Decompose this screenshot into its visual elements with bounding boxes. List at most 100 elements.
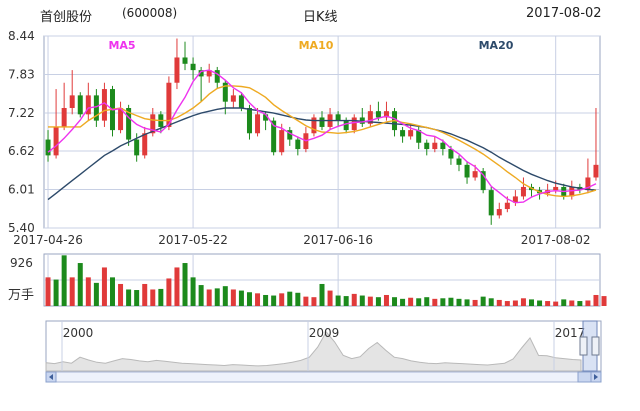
scroll-thumb[interactable] bbox=[577, 371, 592, 383]
volume-bar bbox=[93, 282, 99, 306]
navigator-scrollbar[interactable] bbox=[45, 371, 602, 383]
volume-bar bbox=[150, 289, 156, 306]
candle-body bbox=[118, 108, 124, 131]
volume-bar bbox=[335, 295, 341, 306]
candle-body bbox=[432, 142, 438, 150]
volume-bar bbox=[246, 292, 252, 306]
x-tick-label: 2017-04-26 bbox=[13, 233, 83, 247]
y-tick-label: 7.83 bbox=[8, 68, 35, 82]
volume-bar bbox=[440, 298, 446, 306]
candle-body bbox=[480, 171, 486, 191]
candle-body bbox=[383, 111, 389, 118]
candlestick bbox=[287, 126, 293, 146]
candlestick bbox=[214, 66, 220, 90]
navigator-year-label: 2000 bbox=[63, 326, 94, 340]
candle-body bbox=[238, 95, 244, 108]
volume-bar bbox=[126, 289, 132, 306]
volume-bar bbox=[351, 293, 357, 306]
volume-bar bbox=[400, 298, 406, 306]
history-area bbox=[45, 331, 582, 372]
candlestick bbox=[593, 108, 599, 181]
candlestick bbox=[351, 114, 357, 134]
candlestick bbox=[520, 177, 526, 200]
y-tick-label: 5.40 bbox=[8, 221, 35, 235]
candle-body bbox=[263, 114, 269, 121]
candle-body bbox=[424, 142, 430, 150]
volume-bar bbox=[529, 299, 535, 306]
navigator-right-handle[interactable] bbox=[591, 336, 600, 356]
candlestick bbox=[69, 70, 75, 115]
candlestick bbox=[182, 41, 188, 71]
volume-bar bbox=[343, 296, 349, 306]
candle-body bbox=[593, 164, 599, 178]
candle-body bbox=[488, 190, 494, 216]
chart-date: 2017-08-02 bbox=[526, 6, 602, 21]
navigator-left-handle[interactable] bbox=[579, 336, 588, 356]
volume-bar bbox=[134, 290, 140, 306]
candle-body bbox=[456, 158, 462, 165]
navigator-year-label: 2009 bbox=[309, 326, 340, 340]
volume-bar bbox=[118, 283, 124, 306]
volume-bar bbox=[367, 296, 373, 306]
candlestick bbox=[424, 139, 430, 156]
candlestick bbox=[230, 89, 236, 108]
candle-body bbox=[311, 117, 317, 134]
volume-bar bbox=[311, 297, 317, 306]
volume-bar bbox=[77, 263, 83, 306]
volume-bar bbox=[593, 294, 599, 306]
volume-bar bbox=[263, 294, 269, 306]
candle-body bbox=[198, 70, 204, 77]
volume-bar bbox=[553, 301, 559, 306]
volume-bar bbox=[303, 296, 309, 306]
volume-bar bbox=[279, 293, 285, 306]
candlestick bbox=[53, 89, 59, 159]
candle-body bbox=[101, 89, 107, 121]
volume-bar bbox=[432, 298, 438, 306]
candle-body bbox=[448, 149, 454, 159]
volume-bar bbox=[585, 300, 591, 306]
volume-bar bbox=[53, 279, 59, 306]
legend-ma10: MA10 bbox=[299, 39, 334, 52]
candlestick bbox=[101, 82, 107, 127]
candle-body bbox=[126, 108, 132, 140]
candlestick bbox=[311, 114, 317, 137]
candlestick bbox=[85, 82, 91, 121]
volume-bar bbox=[480, 296, 486, 306]
y-tick-label: 8.44 bbox=[8, 29, 35, 43]
candle-body bbox=[166, 82, 172, 127]
candlestick bbox=[246, 104, 252, 140]
scroll-right-arrow-icon bbox=[594, 374, 598, 380]
volume-bar bbox=[569, 300, 575, 306]
volume-bar bbox=[464, 299, 470, 306]
candle-body bbox=[182, 57, 188, 64]
candle-body bbox=[214, 70, 220, 83]
volume-panel: 926 万手 bbox=[8, 253, 607, 307]
candlestick bbox=[496, 202, 502, 219]
candlestick bbox=[93, 89, 99, 127]
ma20-line bbox=[47, 107, 597, 201]
volume-bar bbox=[166, 278, 172, 306]
volume-max-label: 926 bbox=[10, 256, 33, 270]
candle-body bbox=[246, 108, 252, 134]
volume-bar bbox=[375, 297, 381, 306]
y-tick-label: 6.01 bbox=[8, 182, 35, 196]
volume-bar bbox=[488, 298, 494, 306]
overview-navigator[interactable]: 2000 2009 2017 bbox=[45, 320, 602, 383]
volume-bar bbox=[142, 283, 148, 306]
volume-bar bbox=[561, 299, 567, 306]
volume-bar bbox=[456, 298, 462, 306]
volume-bar bbox=[101, 267, 107, 306]
candle-body bbox=[53, 126, 59, 156]
candle-body bbox=[93, 95, 99, 121]
candle-body bbox=[190, 63, 196, 71]
chart-period[interactable]: 日K线 bbox=[303, 10, 338, 25]
candle-body bbox=[553, 186, 559, 191]
volume-bar bbox=[214, 288, 220, 306]
candlestick bbox=[118, 101, 124, 134]
volume-bar bbox=[383, 294, 389, 306]
volume-bar bbox=[271, 295, 277, 306]
volume-bar bbox=[69, 277, 75, 306]
stock-name: 首创股份 bbox=[40, 10, 93, 25]
candlestick bbox=[408, 123, 414, 140]
